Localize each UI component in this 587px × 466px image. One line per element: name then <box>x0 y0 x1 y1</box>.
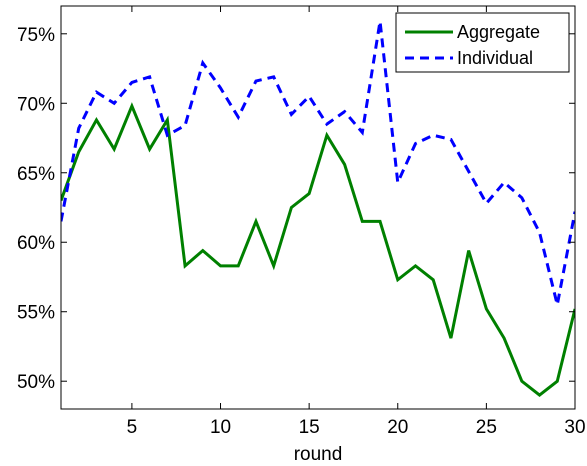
x-axis-label: round <box>294 444 343 465</box>
series-line-aggregate <box>61 102 575 398</box>
y-tick-label: 55% <box>17 303 55 324</box>
x-tick-label: 20 <box>387 417 408 438</box>
y-tick-label: 70% <box>17 94 55 115</box>
x-tick-label: 15 <box>299 417 320 438</box>
y-tick-label: 65% <box>17 164 55 185</box>
y-tick-label: 60% <box>17 233 55 254</box>
legend: Aggregate Individual <box>395 12 570 73</box>
y-tick-label: 75% <box>17 25 55 46</box>
x-tick-label: 30 <box>564 417 585 438</box>
legend-label-individual: Individual <box>457 48 533 68</box>
y-tick-label: 50% <box>17 372 55 393</box>
x-tick-label: 5 <box>127 417 138 438</box>
legend-box <box>395 12 570 73</box>
series-line-individual <box>61 21 575 306</box>
plot-area-frame <box>60 5 576 410</box>
x-tick-label: 10 <box>210 417 231 438</box>
legend-label-aggregate: Aggregate <box>457 22 540 42</box>
x-tick-label: 25 <box>476 417 497 438</box>
